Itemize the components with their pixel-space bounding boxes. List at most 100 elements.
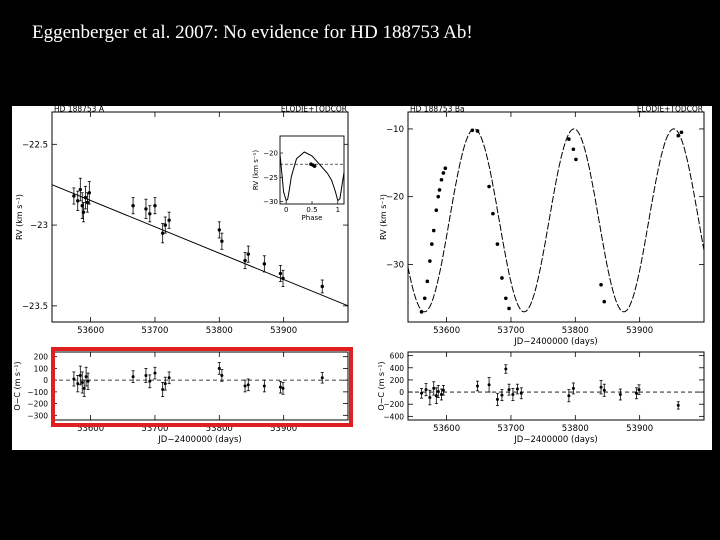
data-point xyxy=(487,184,491,189)
inset-y-tick-label: −20 xyxy=(263,150,278,158)
data-marker xyxy=(487,383,491,387)
data-marker xyxy=(679,130,684,135)
data-point xyxy=(84,366,88,387)
y-tick-label: −30 xyxy=(386,260,404,270)
panel-frame xyxy=(407,351,705,421)
panel-title: HD 188753 Ba xyxy=(410,106,465,114)
data-point xyxy=(161,382,165,397)
data-marker xyxy=(78,373,82,377)
x-tick-label: 53700 xyxy=(141,424,168,434)
data-marker xyxy=(571,386,575,390)
inset-y-tick-label: −25 xyxy=(263,174,278,182)
data-point xyxy=(571,382,575,395)
data-marker xyxy=(420,391,424,395)
data-marker xyxy=(163,382,167,386)
x-tick-label: 53900 xyxy=(270,326,297,336)
data-marker xyxy=(220,373,224,377)
data-point xyxy=(424,383,428,397)
x-tick-label: 53800 xyxy=(562,326,589,336)
data-marker xyxy=(84,375,88,379)
x-tick-label: 53800 xyxy=(562,424,589,434)
data-point xyxy=(246,378,250,392)
data-point xyxy=(148,205,152,223)
data-point xyxy=(72,187,76,205)
data-marker xyxy=(441,171,446,175)
data-point xyxy=(220,232,224,250)
data-marker xyxy=(262,262,267,266)
data-marker xyxy=(220,239,224,243)
data-point xyxy=(439,388,443,401)
y-tick-label: −22.5 xyxy=(22,140,48,150)
data-point xyxy=(217,221,222,239)
data-point xyxy=(441,384,445,396)
x-tick-label: 53600 xyxy=(433,326,460,336)
data-marker xyxy=(87,191,92,195)
data-marker xyxy=(618,393,622,396)
trend-line xyxy=(51,184,349,307)
data-marker xyxy=(131,375,135,379)
panel-bottom-right: 53600 53700 53800 53900 600 400 200 0 −200 −400 O−… xyxy=(377,351,705,445)
data-marker xyxy=(320,376,324,380)
data-point xyxy=(574,157,578,162)
data-point xyxy=(76,375,80,393)
data-point xyxy=(515,383,519,395)
data-point xyxy=(602,299,607,304)
data-point xyxy=(262,379,266,393)
data-point xyxy=(475,129,480,133)
inset-frame xyxy=(279,135,345,205)
data-point xyxy=(676,133,681,138)
data-point xyxy=(428,389,432,406)
data-marker xyxy=(491,211,495,216)
data-marker xyxy=(475,129,480,133)
data-point xyxy=(618,388,622,401)
data-marker xyxy=(83,195,88,200)
data-marker xyxy=(507,306,511,311)
y-tick-label: −400 xyxy=(383,412,404,421)
data-marker xyxy=(487,184,491,189)
data-marker xyxy=(78,187,83,192)
data-marker xyxy=(419,310,424,314)
x-axis-label: JD−2400000 (days) xyxy=(513,337,597,347)
x-tick-label: 53900 xyxy=(626,424,653,434)
data-marker xyxy=(436,389,440,393)
data-point xyxy=(320,279,324,294)
data-marker xyxy=(80,380,84,384)
y-tick-label: 200 xyxy=(34,353,49,362)
data-marker xyxy=(436,194,441,199)
y-tick-label: 100 xyxy=(34,364,49,373)
data-marker xyxy=(153,203,157,208)
panel-instrument: ELODIE+TODCOR xyxy=(281,106,347,114)
data-point xyxy=(78,365,82,386)
y-tick-label: 400 xyxy=(390,364,405,373)
data-marker xyxy=(153,371,157,375)
data-point xyxy=(246,245,250,263)
data-point xyxy=(567,389,571,403)
panel-frame xyxy=(51,351,349,421)
slide-title: Eggenberger et al. 2007: No evidence for… xyxy=(32,22,473,43)
data-marker xyxy=(72,194,76,198)
data-point xyxy=(519,387,523,400)
panel-instrument: ELODIE+TODCOR xyxy=(637,106,703,114)
data-marker xyxy=(148,212,152,216)
data-marker xyxy=(320,284,324,289)
figure: 53600 53700 53800 53900 −22.5 −23 −23.5 RV (km … xyxy=(12,106,712,450)
data-point xyxy=(679,130,684,135)
data-marker xyxy=(602,388,606,392)
data-marker xyxy=(504,296,508,301)
inset-x-tick-label: 0 xyxy=(284,206,288,214)
data-marker xyxy=(431,228,436,233)
x-tick-label: 53800 xyxy=(206,326,233,336)
data-marker xyxy=(439,177,444,182)
data-marker xyxy=(495,397,499,401)
panel-frame xyxy=(407,111,705,323)
data-marker xyxy=(131,203,135,208)
data-point xyxy=(78,177,83,202)
data-marker xyxy=(246,383,250,387)
data-point xyxy=(470,128,475,133)
y-axis-label: RV (km s⁻¹) xyxy=(379,194,388,240)
data-marker xyxy=(439,393,443,396)
data-point xyxy=(131,370,135,383)
data-point xyxy=(599,380,603,395)
data-marker xyxy=(217,366,221,370)
x-tick-label: 53600 xyxy=(77,424,104,434)
